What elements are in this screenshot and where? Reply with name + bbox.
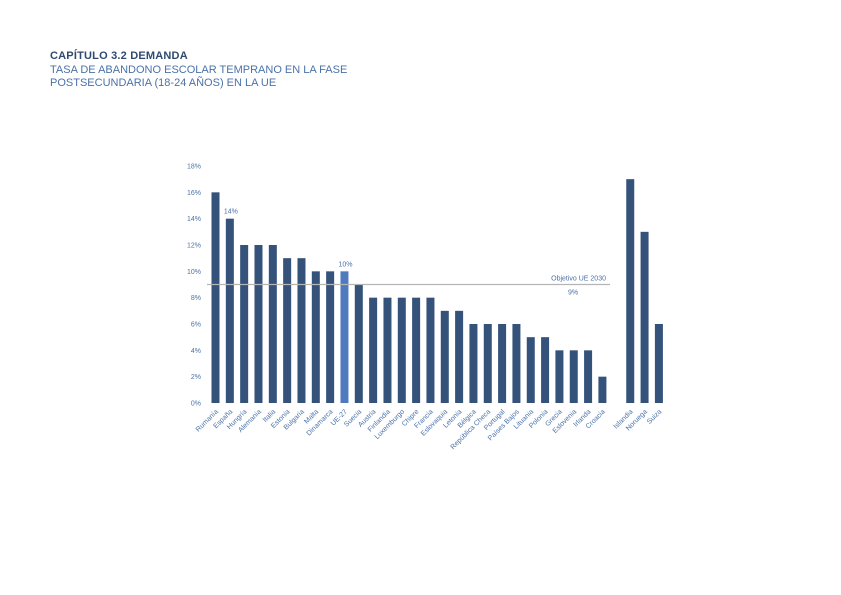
bar: [369, 297, 378, 403]
reference-line-label: Objetivo UE 2030: [551, 276, 606, 283]
bar: [654, 324, 663, 403]
category-label: Suiza: [646, 408, 663, 425]
bar: [569, 350, 578, 403]
y-tick-label: 8%: [191, 295, 201, 302]
bar: [412, 297, 421, 403]
bar: [240, 245, 249, 403]
data-label: 10%: [338, 261, 352, 268]
bar: [512, 324, 521, 403]
bar: [498, 324, 507, 403]
bar: [397, 297, 406, 403]
bar: [626, 179, 635, 403]
bar: [469, 324, 478, 403]
bar: [311, 271, 320, 403]
y-tick-label: 2%: [191, 374, 201, 381]
bar: [225, 218, 234, 403]
reference-line-value: 9%: [568, 290, 578, 297]
chart-header: CAPÍTULO 3.2 DEMANDA TASA DE ABANDONO ES…: [50, 49, 380, 90]
y-tick-label: 18%: [187, 164, 201, 171]
data-label: 14%: [224, 209, 238, 216]
bar: [354, 284, 363, 403]
bar: [541, 337, 550, 403]
chapter-title: CAPÍTULO 3.2 DEMANDA: [50, 50, 188, 62]
y-tick-label: 14%: [187, 216, 201, 223]
bar: [483, 324, 492, 403]
y-tick-label: 16%: [187, 190, 201, 197]
y-tick-label: 6%: [191, 322, 201, 329]
bar: [254, 245, 263, 403]
chart-subtitle: TASA DE ABANDONO ESCOLAR TEMPRANO EN LA …: [50, 64, 348, 89]
bar: [455, 310, 464, 403]
y-tick-label: 12%: [187, 243, 201, 250]
y-tick-label: 4%: [191, 348, 201, 355]
bar: [640, 231, 649, 403]
bar: [283, 258, 292, 403]
bar: [268, 245, 277, 403]
bar: [555, 350, 564, 403]
bar: [211, 192, 220, 403]
bar: [598, 376, 607, 403]
bar: [340, 271, 349, 403]
bar: [297, 258, 306, 403]
bar: [326, 271, 335, 403]
bar: [526, 337, 535, 403]
bar: [584, 350, 593, 403]
bar: [440, 310, 449, 403]
y-tick-label: 10%: [187, 269, 201, 276]
bar: [426, 297, 435, 403]
y-tick-label: 0%: [191, 401, 201, 408]
bar: [383, 297, 392, 403]
